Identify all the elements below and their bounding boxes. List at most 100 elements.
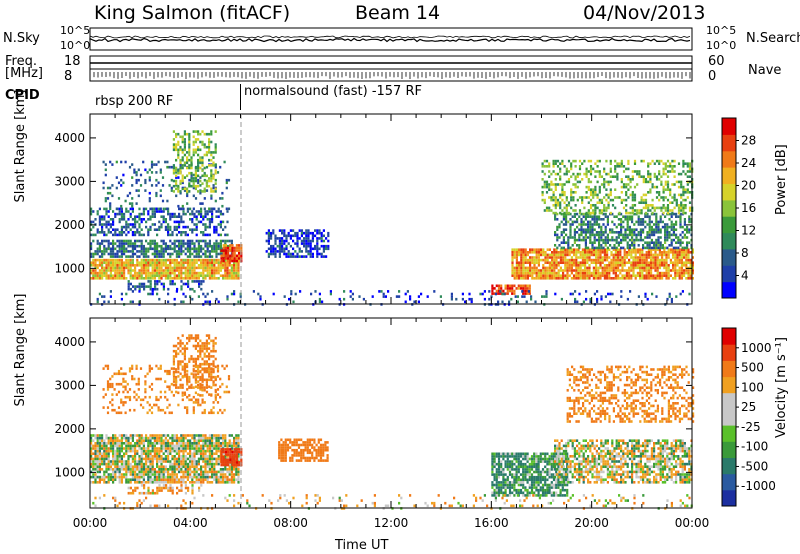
data-cell <box>101 457 104 461</box>
data-cell <box>171 439 174 442</box>
data-cell <box>175 228 178 231</box>
data-cell <box>181 138 184 141</box>
data-cell <box>603 178 606 181</box>
data-cell <box>195 233 198 237</box>
data-cell <box>103 258 106 262</box>
data-cell <box>120 212 123 216</box>
data-cell <box>164 455 167 458</box>
data-cell <box>240 254 243 258</box>
data-cell <box>587 196 590 199</box>
data-cell <box>214 187 217 191</box>
data-cell <box>175 460 178 463</box>
data-cell <box>120 460 123 463</box>
data-cell <box>156 447 159 450</box>
data-cell <box>634 266 637 270</box>
data-cell <box>211 247 214 251</box>
data-cell <box>118 239 121 243</box>
data-cell <box>158 478 161 481</box>
data-cell <box>602 238 605 242</box>
data-cell <box>611 238 614 242</box>
data-cell <box>270 231 273 235</box>
data-cell <box>530 297 533 301</box>
data-cell <box>556 159 560 163</box>
data-cell <box>682 170 685 173</box>
data-cell <box>581 274 584 277</box>
data-cell <box>167 449 170 453</box>
data-cell <box>190 161 193 165</box>
data-cell <box>684 162 687 165</box>
data-cell <box>138 457 141 461</box>
data-cell <box>664 162 667 165</box>
data-cell <box>107 439 110 442</box>
data-cell <box>171 269 174 272</box>
data-cell <box>189 239 192 243</box>
data-cell <box>666 159 670 163</box>
data-cell <box>131 470 134 474</box>
data-cell <box>220 254 223 258</box>
data-cell <box>663 258 666 262</box>
data-cell <box>620 228 623 231</box>
data-cell <box>554 211 557 215</box>
data-cell <box>675 198 678 202</box>
data-cell <box>192 173 195 177</box>
data-cell <box>211 264 214 267</box>
data-cell <box>149 465 152 468</box>
data-cell <box>114 274 117 277</box>
data-cell <box>601 274 604 277</box>
data-cell <box>662 191 665 194</box>
data-cell <box>524 256 527 259</box>
data-cell <box>578 223 581 226</box>
data-cell <box>555 271 558 275</box>
data-cell <box>112 434 115 437</box>
data-cell <box>655 212 658 216</box>
data-cell <box>166 207 169 211</box>
data-cell <box>639 248 642 251</box>
data-cell <box>127 218 130 221</box>
data-cell <box>103 455 106 458</box>
data-cell <box>649 188 652 191</box>
data-cell <box>223 160 226 164</box>
data-cell <box>162 473 165 476</box>
data-cell <box>182 261 185 264</box>
data-cell <box>654 251 657 254</box>
data-cell <box>153 436 156 440</box>
data-cell <box>145 449 148 453</box>
data-cell <box>180 252 183 256</box>
data-cell <box>112 475 115 479</box>
data-cell <box>96 481 99 484</box>
data-cell <box>555 248 558 251</box>
data-cell <box>98 271 101 275</box>
data-cell <box>669 274 672 277</box>
data-cell <box>189 475 192 479</box>
data-cell <box>145 460 148 463</box>
data-cell <box>642 201 645 204</box>
data-cell <box>619 269 622 272</box>
data-cell <box>114 247 117 251</box>
data-cell <box>194 184 197 188</box>
data-cell <box>643 277 646 280</box>
data-cell <box>314 234 317 238</box>
data-cell <box>666 183 670 186</box>
data-cell <box>204 261 207 264</box>
data-cell <box>173 473 176 476</box>
data-cell <box>518 253 521 257</box>
data-cell <box>526 269 529 272</box>
data-cell <box>194 174 197 178</box>
data-cell <box>595 233 598 237</box>
data-cell <box>94 277 97 280</box>
data-cell <box>631 206 634 210</box>
data-cell <box>138 244 141 248</box>
data-cell <box>147 231 150 234</box>
data-cell <box>160 215 163 218</box>
data-cell <box>162 475 165 479</box>
data-cell <box>612 269 615 272</box>
data-cell <box>578 246 581 250</box>
data-cell <box>169 225 172 229</box>
data-cell <box>90 264 93 267</box>
data-cell <box>656 256 659 259</box>
data-cell <box>646 223 649 226</box>
data-cell <box>687 277 690 280</box>
data-cell <box>191 261 194 264</box>
data-cell <box>193 264 196 267</box>
data-cell <box>506 287 509 290</box>
